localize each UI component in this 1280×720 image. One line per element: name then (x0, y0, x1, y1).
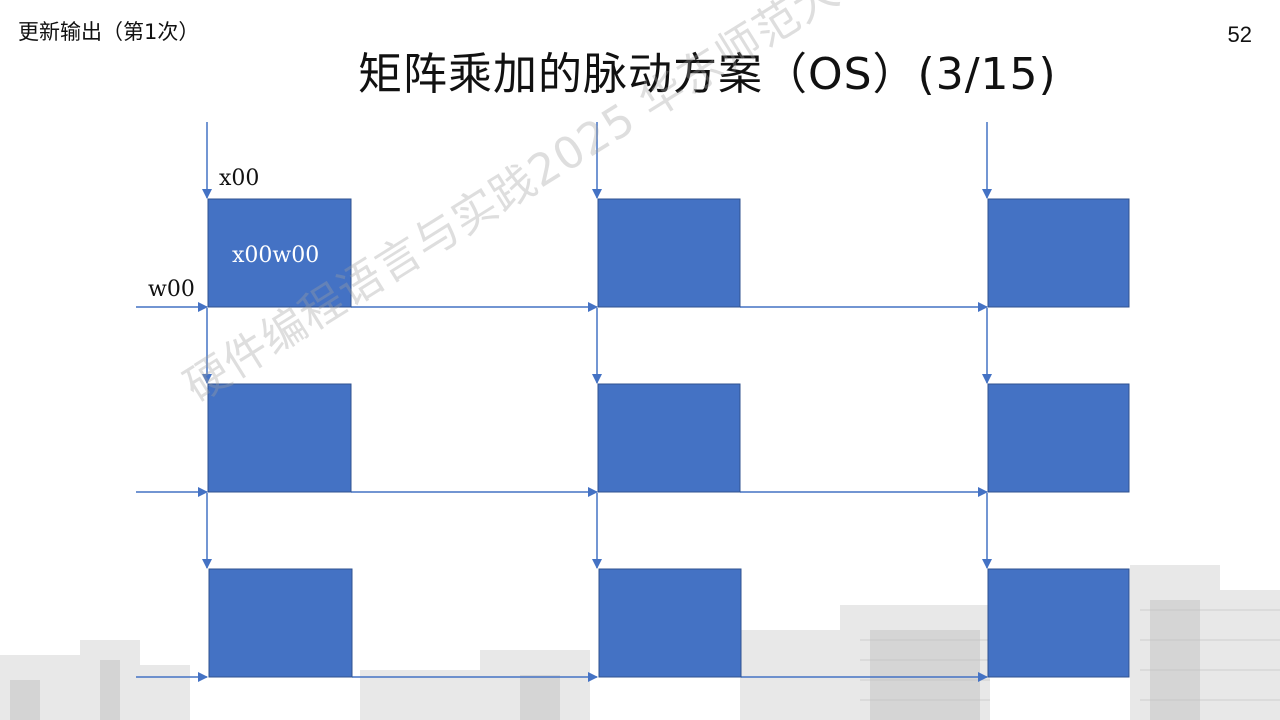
section-label: 更新输出（第1次） (18, 20, 200, 44)
pe-r2-c3 (987, 383, 1130, 493)
pe-r1-c1 (207, 198, 352, 308)
pe-r1-c3 (987, 198, 1130, 308)
pe-r1-c1-value: x00w00 (232, 243, 319, 268)
pe-r2-c1 (207, 383, 352, 493)
page-number: 52 (1227, 22, 1252, 47)
pe-r3-c1 (208, 568, 353, 678)
slide-title: 矩阵乘加的脉动方案（OS）(3/15) (358, 49, 1057, 100)
pe-r3-c3 (987, 568, 1130, 678)
pe-r1-c2 (597, 198, 741, 308)
pe-r3-c2 (598, 568, 742, 678)
w-input-label: w00 (148, 277, 195, 302)
x-input-label: x00 (219, 166, 259, 191)
pe-r2-c2 (597, 383, 741, 493)
